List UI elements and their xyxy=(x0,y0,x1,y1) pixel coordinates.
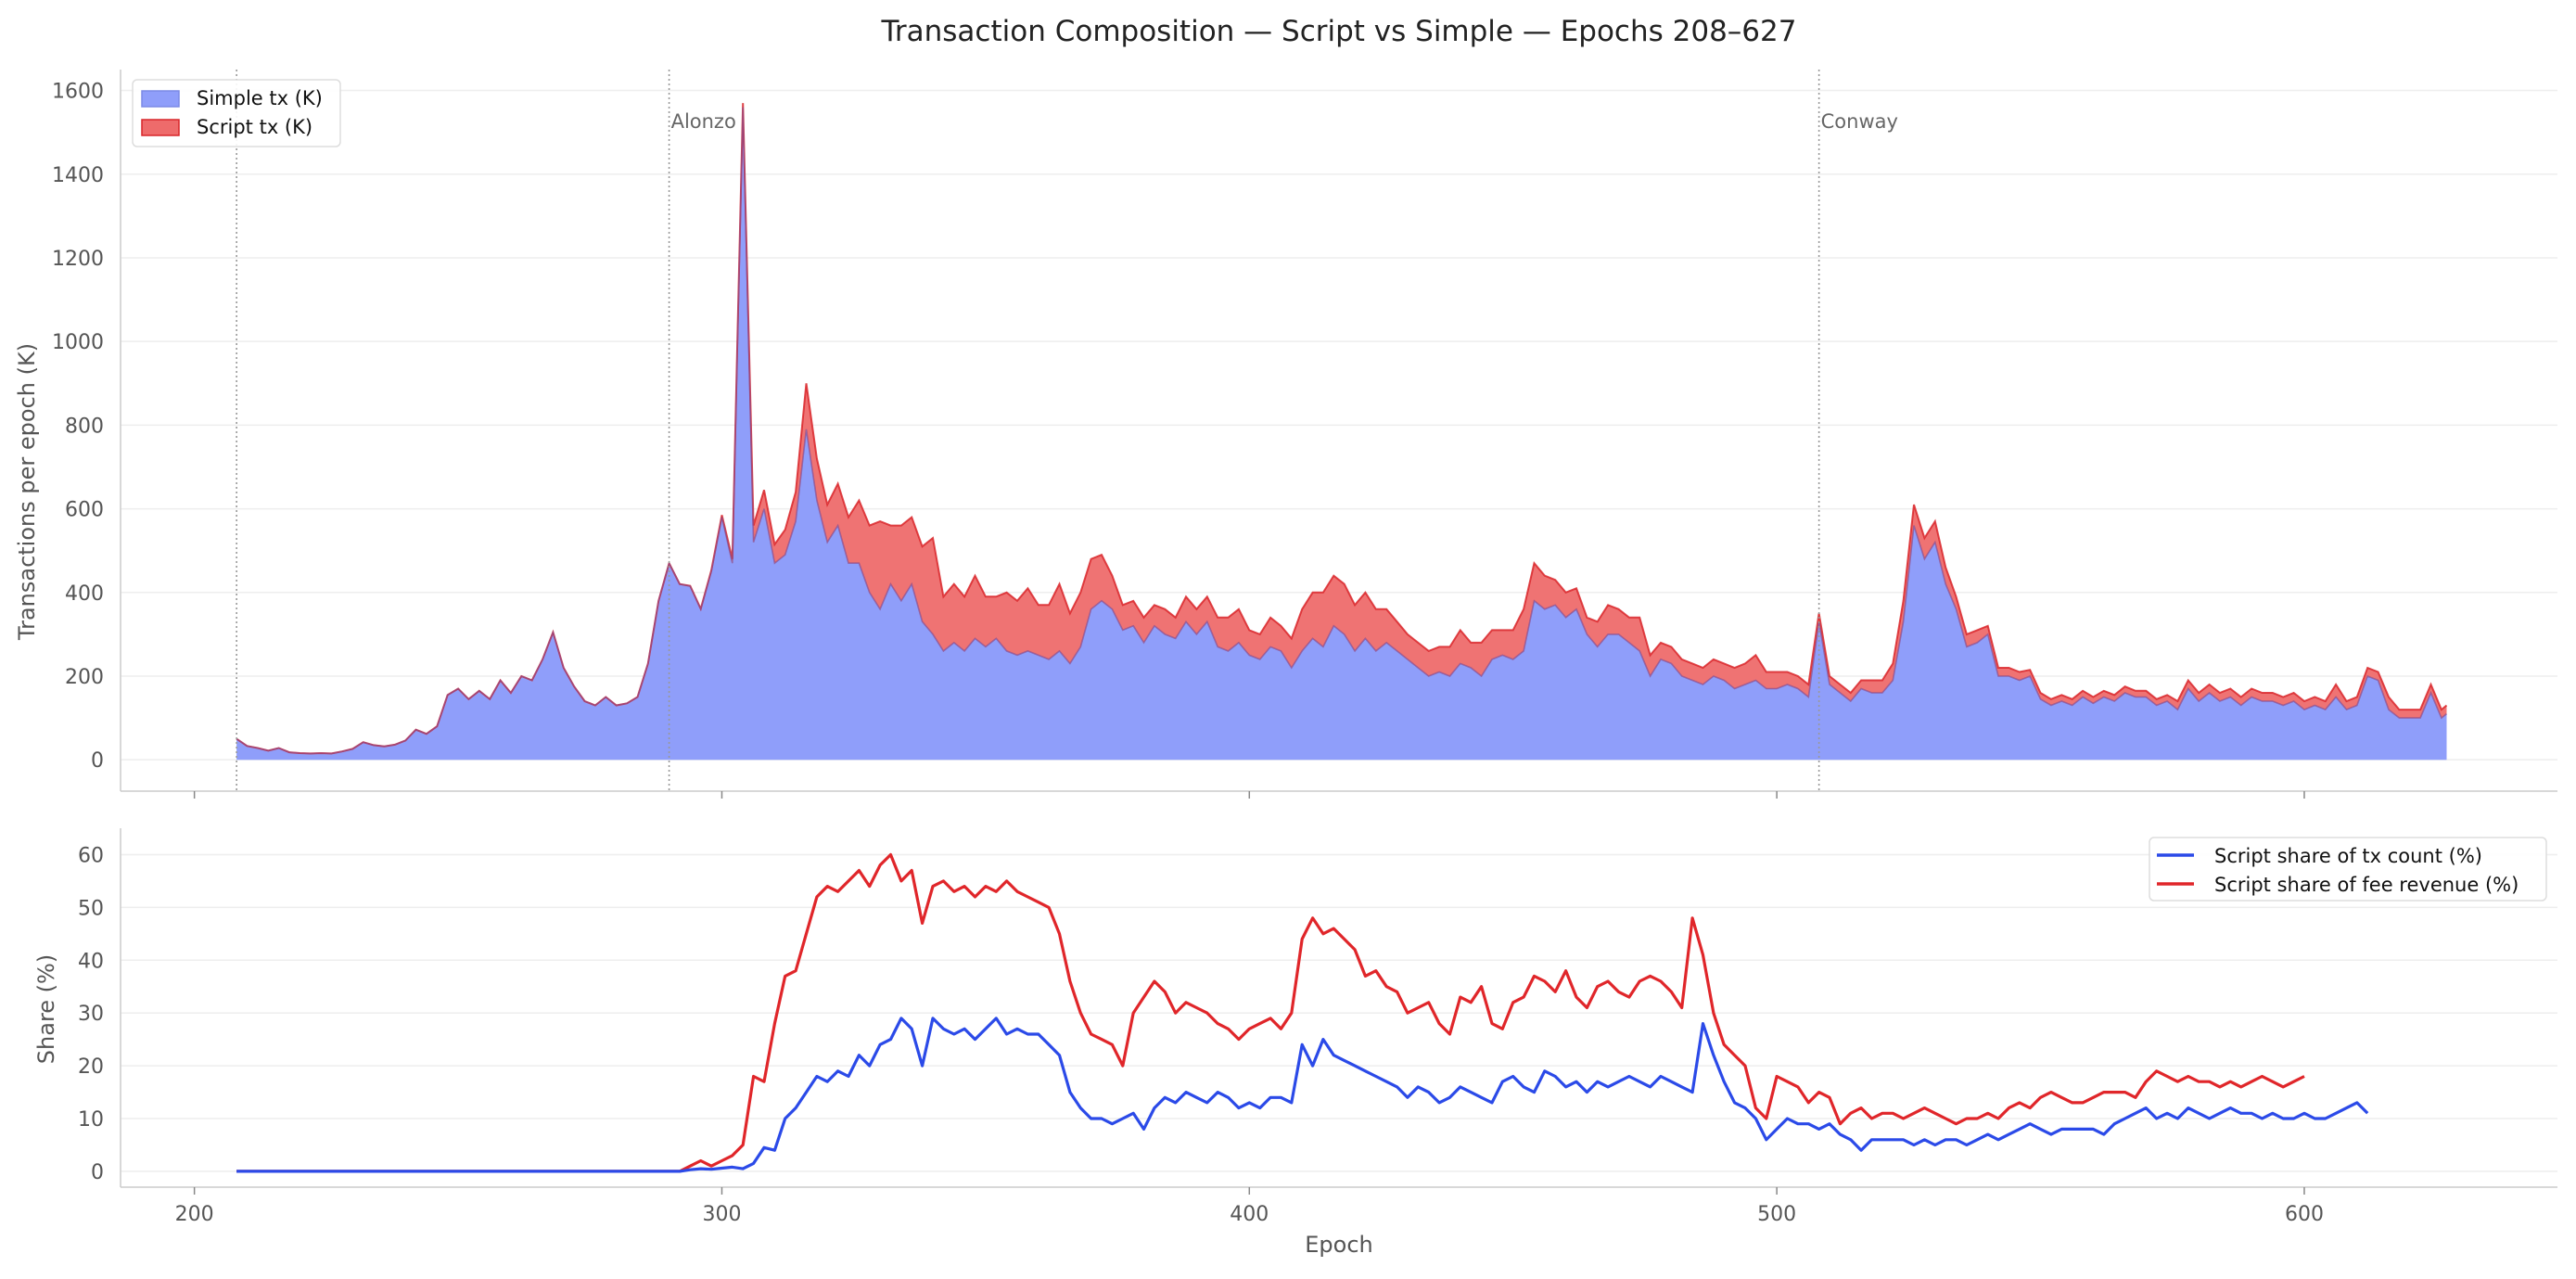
top-markers: Alonzo Conway xyxy=(236,70,1898,791)
bottom-y-tick-label: 50 xyxy=(78,897,104,920)
bottom-y-axis-label: Share (%) xyxy=(33,954,59,1064)
top-legend-label: Script tx (K) xyxy=(197,116,312,138)
bottom-y-tick-label: 0 xyxy=(91,1161,104,1184)
top-y-tick-label: 0 xyxy=(91,749,104,773)
x-tick-label: 600 xyxy=(2285,1203,2324,1226)
script-share-fee-revenue-line xyxy=(236,852,2305,1173)
bottom-legend: Script share of tx count (%) Script share… xyxy=(2149,837,2547,902)
x-tick-label: 300 xyxy=(702,1203,741,1226)
chart-title: Transaction Composition — Script vs Simp… xyxy=(881,15,1797,48)
top-y-tick-label: 600 xyxy=(65,499,104,522)
top-axes: 0 200 400 600 800 1000 1200 1400 1600 xyxy=(52,70,2557,799)
bottom-y-tick-label: 40 xyxy=(78,950,104,973)
top-legend-box xyxy=(132,79,341,147)
top-y-tick-label: 1200 xyxy=(52,248,104,271)
top-y-tick-label: 400 xyxy=(65,582,104,606)
top-y-tick-label: 1000 xyxy=(52,331,104,354)
x-tick-label: 400 xyxy=(1230,1203,1269,1226)
top-legend-swatch xyxy=(141,119,180,136)
top-y-tick-label: 1600 xyxy=(52,81,104,104)
bottom-y-tick-label: 60 xyxy=(78,844,104,867)
bottom-legend-label: Script share of tx count (%) xyxy=(2214,845,2482,867)
top-y-tick-label: 200 xyxy=(65,666,104,689)
simple-tx-area xyxy=(236,107,2447,761)
bottom-panel: 0 10 20 30 40 50 60 200 300 400 500 600 Share (%) E… xyxy=(33,828,2557,1258)
top-y-tick-label: 1400 xyxy=(52,164,104,187)
x-tick-label: 200 xyxy=(175,1203,214,1226)
bottom-lines xyxy=(236,852,2369,1173)
bottom-y-tick-label: 30 xyxy=(78,1003,104,1026)
epoch-marker-label: Alonzo xyxy=(671,110,736,133)
x-tick-label: 500 xyxy=(1757,1203,1796,1226)
top-panel: Alonzo Conway 0 200 400 600 800 1000 1200 1400 16… xyxy=(14,70,2557,799)
bottom-y-tick-label: 10 xyxy=(78,1108,104,1132)
top-y-axis-label: Transactions per epoch (K) xyxy=(14,343,40,641)
top-y-tick-label: 800 xyxy=(65,415,104,438)
top-legend: Simple tx (K) Script tx (K) xyxy=(132,79,341,147)
script-tx-area xyxy=(236,103,2447,754)
top-legend-swatch xyxy=(141,90,180,108)
bottom-y-tick-label: 20 xyxy=(78,1055,104,1079)
epoch-marker-label: Conway xyxy=(1821,110,1898,133)
simple-tx-edge xyxy=(236,107,2448,755)
top-legend-label: Simple tx (K) xyxy=(197,87,323,109)
bottom-axes: 0 10 20 30 40 50 60 200 300 400 500 600 xyxy=(78,828,2557,1226)
script-share-tx-count-line xyxy=(236,1017,2369,1173)
bottom-legend-label: Script share of fee revenue (%) xyxy=(2214,874,2519,896)
x-axis-label: Epoch xyxy=(1305,1232,1373,1258)
top-areas xyxy=(236,103,2448,761)
bottom-legend-box xyxy=(2149,837,2547,902)
